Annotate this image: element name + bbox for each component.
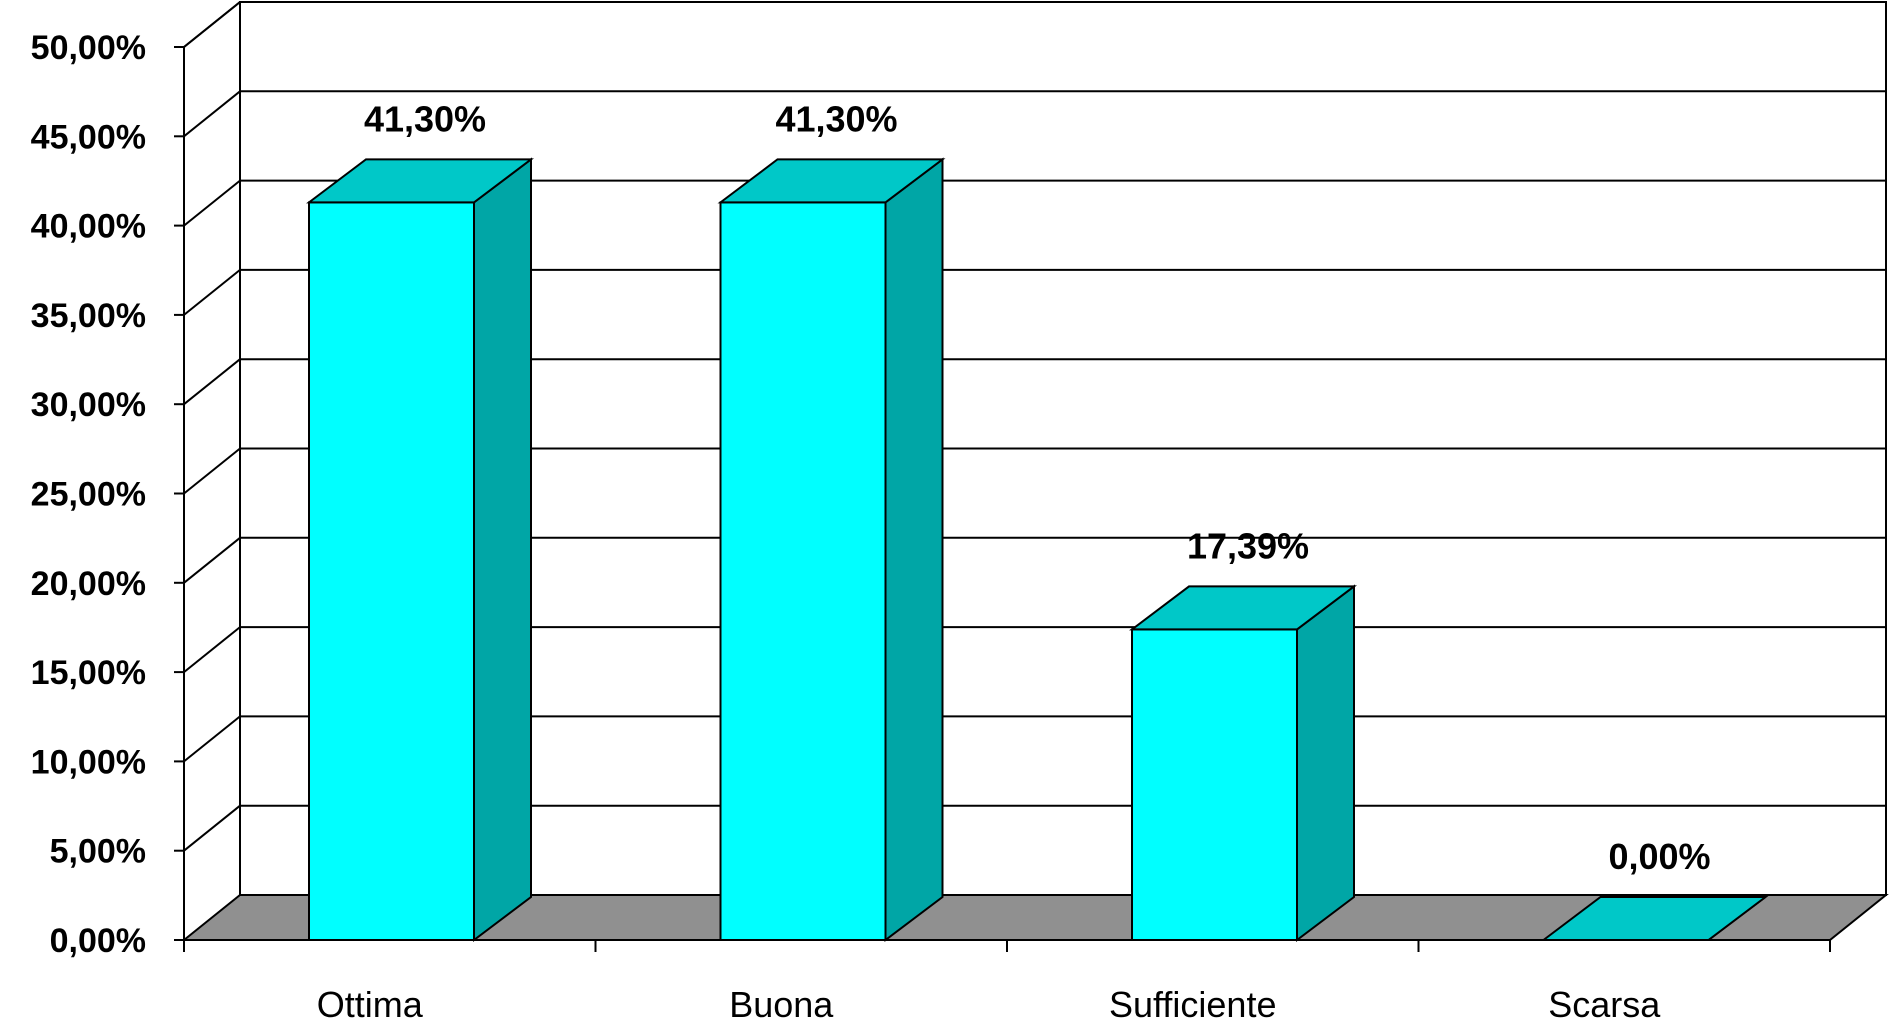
y-tick-label: 20,00% xyxy=(31,565,146,603)
y-tick-label: 30,00% xyxy=(31,386,146,424)
y-tick-label: 0,00% xyxy=(50,922,146,960)
gridline-side xyxy=(183,90,241,138)
y-tick-label: 40,00% xyxy=(31,208,146,246)
bar-ottima xyxy=(306,157,534,943)
gridline-side xyxy=(183,804,241,852)
bar-top xyxy=(306,158,534,204)
bar-buona xyxy=(717,157,946,943)
y-tick-label: 15,00% xyxy=(31,654,146,692)
bar-top xyxy=(1129,585,1357,631)
data-label-sufficiente: 17,39% xyxy=(1187,525,1309,566)
x-axis-category-labels: Ottima Buona Sufficiente Scarsa xyxy=(317,984,1662,1021)
y-tick-label: 35,00% xyxy=(31,297,146,335)
bars xyxy=(306,157,1769,943)
data-labels: 41,30% 41,30% 17,39% 0,00% xyxy=(364,98,1711,877)
bar-top xyxy=(1540,896,1769,941)
bar-front xyxy=(719,201,887,941)
y-tick-label: 50,00% xyxy=(31,29,146,67)
gridline-side xyxy=(183,269,241,316)
y-axis-tick-labels: 0,00% 5,00% 10,00% 15,00% 20,00% 25,00% 30,00%… xyxy=(31,29,146,960)
data-label-buona: 41,30% xyxy=(775,98,897,139)
category-label-buona: Buona xyxy=(729,984,834,1021)
gridline-side xyxy=(183,179,241,227)
bar-front xyxy=(308,201,475,941)
category-label-sufficiente: Sufficiente xyxy=(1109,984,1276,1021)
gridline-side xyxy=(183,626,241,673)
bar-side xyxy=(1296,584,1355,943)
y-axis-top-edge xyxy=(183,1,241,48)
bar-side xyxy=(884,157,944,943)
gridline-side xyxy=(183,537,241,584)
bar-top xyxy=(717,158,946,204)
category-label-scarsa: Scarsa xyxy=(1548,984,1661,1021)
y-tick-label: 45,00% xyxy=(31,118,146,156)
bar-front xyxy=(1131,628,1298,941)
data-label-scarsa: 0,00% xyxy=(1608,836,1710,877)
y-tick-label: 25,00% xyxy=(31,476,146,514)
y-tick-label: 5,00% xyxy=(50,833,146,871)
category-label-ottima: Ottima xyxy=(317,984,424,1021)
y-tick-label: 10,00% xyxy=(31,743,146,781)
gridline-side xyxy=(183,447,241,495)
bar-sufficiente xyxy=(1129,584,1357,943)
data-label-ottima: 41,30% xyxy=(364,98,486,139)
gridline-side xyxy=(183,715,241,763)
bar-side xyxy=(473,157,532,943)
gridline-side xyxy=(183,358,241,405)
bar-scarsa xyxy=(1540,896,1769,941)
